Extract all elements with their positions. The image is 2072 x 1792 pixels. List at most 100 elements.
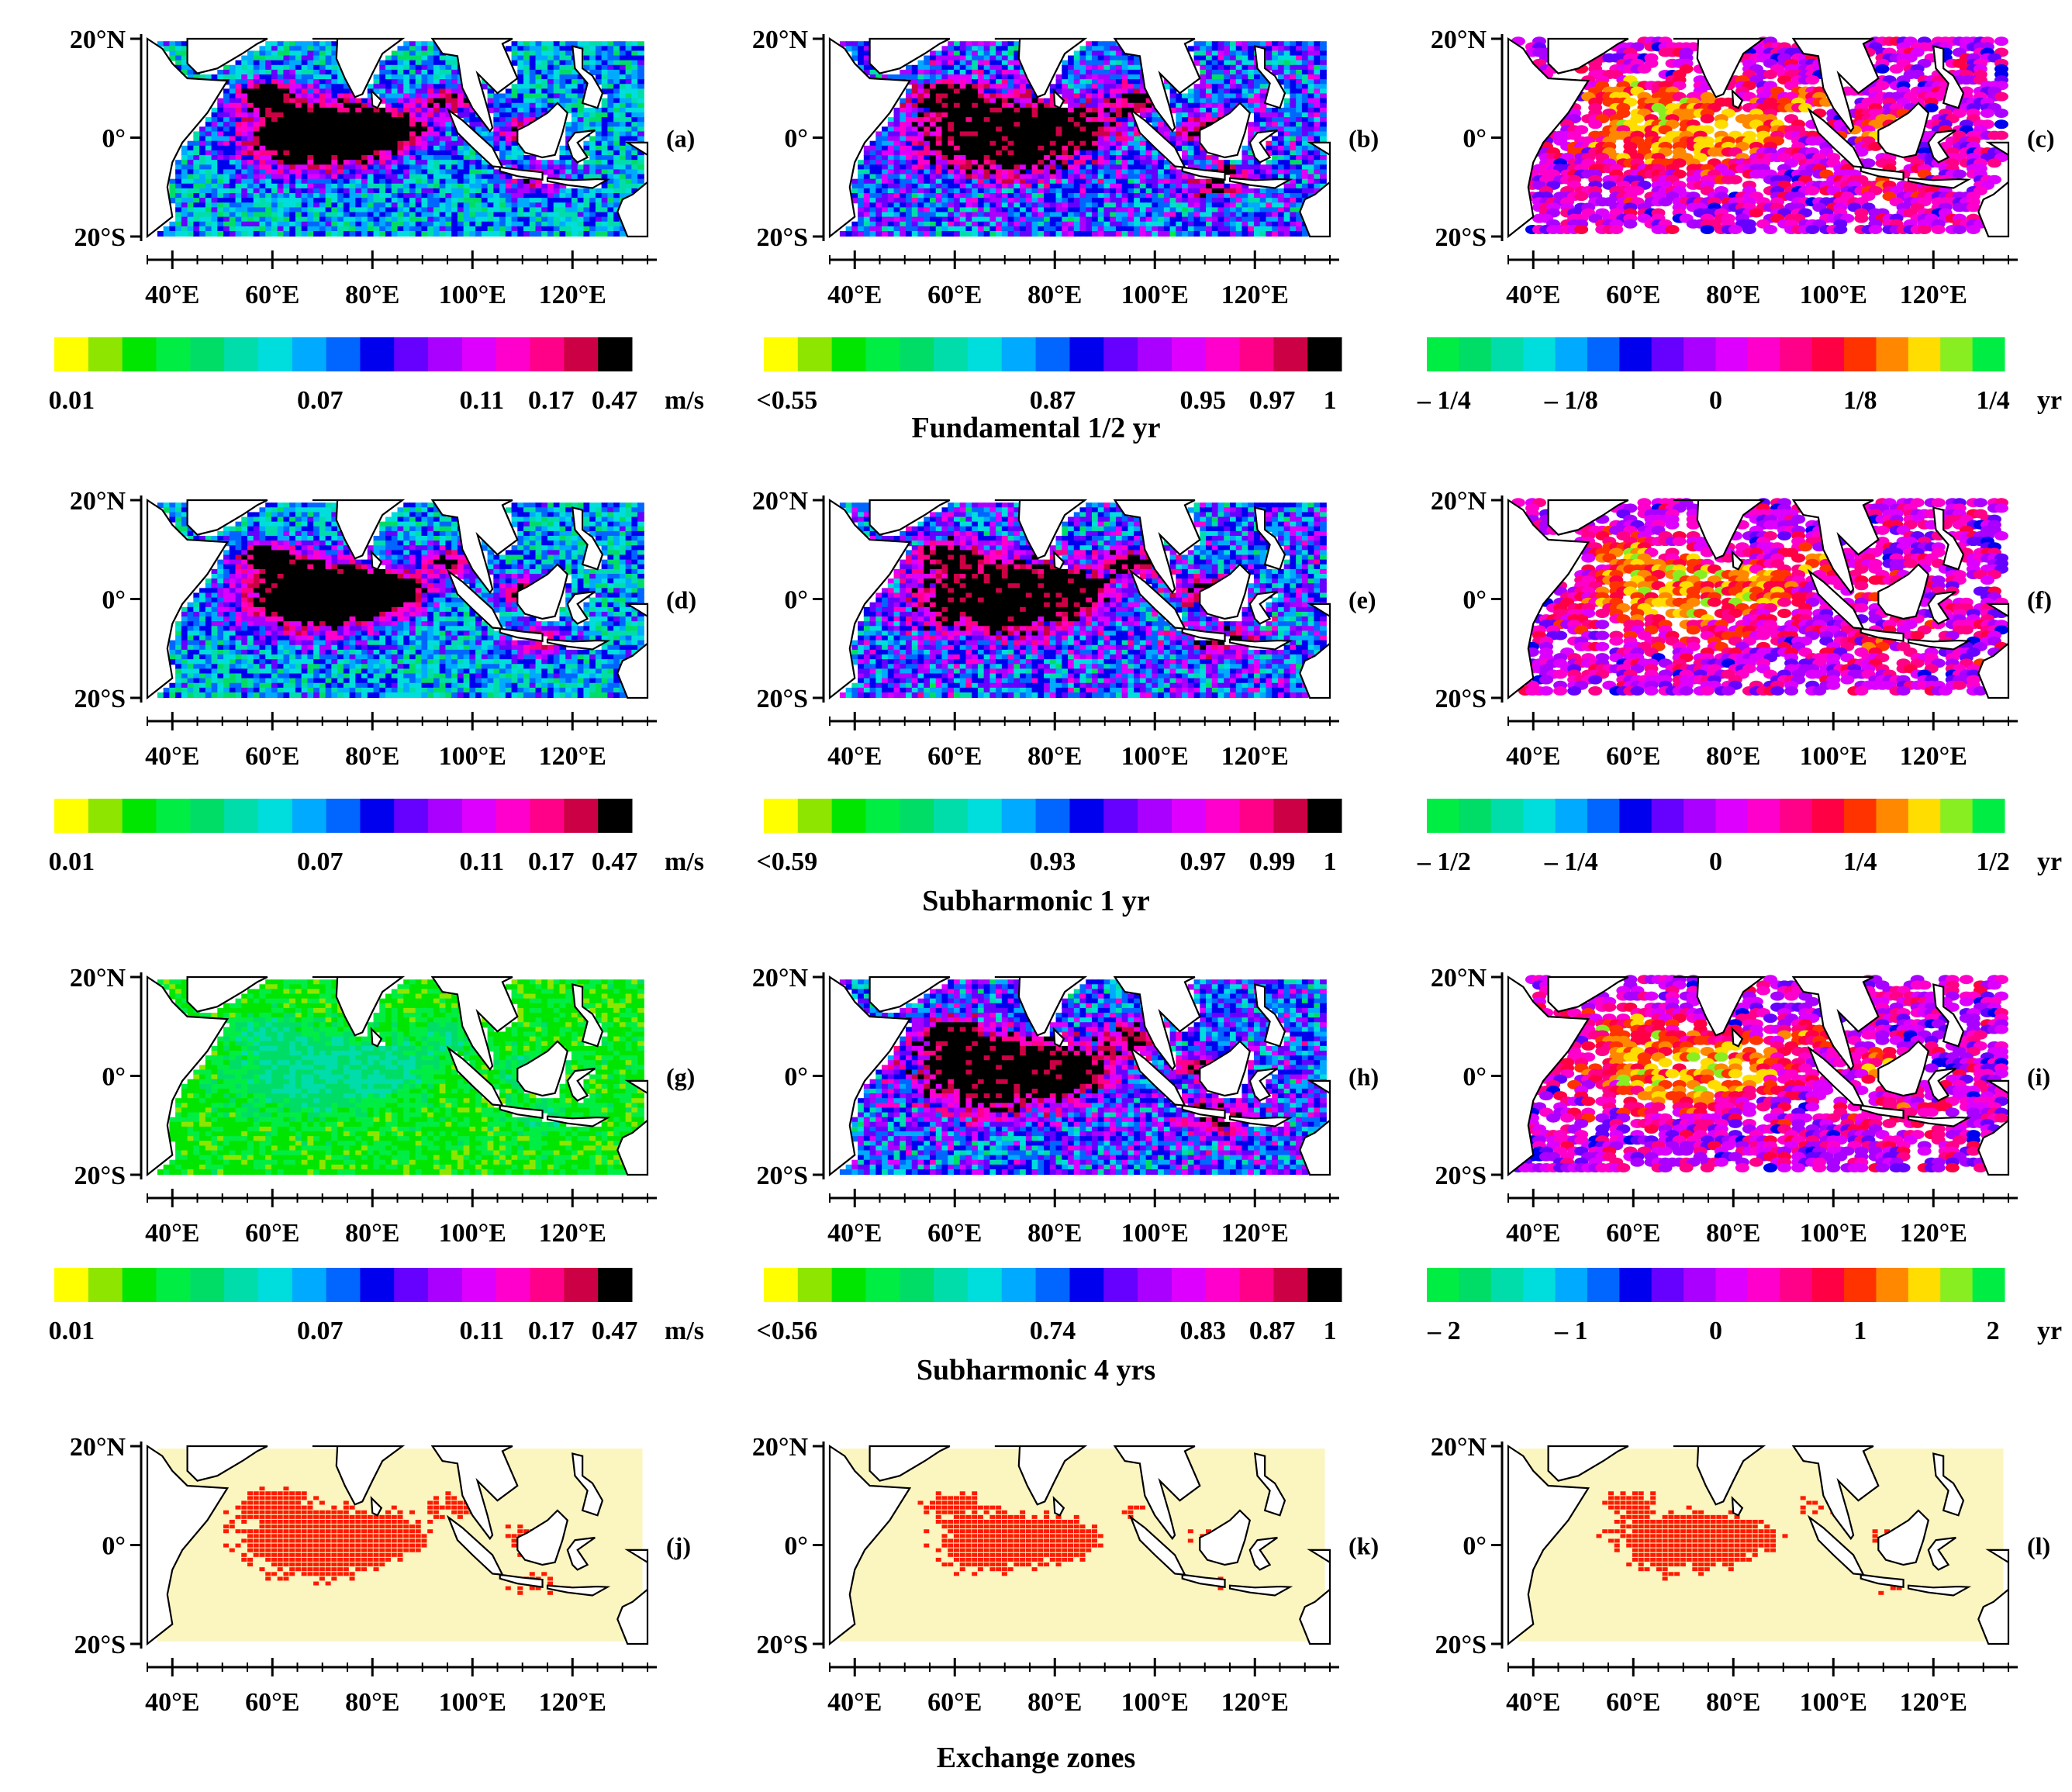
colorbar-swatch xyxy=(1651,1268,1684,1302)
lon-tick-label: 40°E xyxy=(1506,1219,1560,1248)
colorbar-swatch xyxy=(865,1268,900,1302)
lat-tick-label: 20°N xyxy=(70,26,126,54)
land-mass xyxy=(1877,1509,1930,1566)
lat-tick-label: 20°S xyxy=(74,1162,126,1190)
lon-tick-label: 100°E xyxy=(439,281,506,309)
land-mass xyxy=(1113,37,1201,133)
lon-tick-label: 80°E xyxy=(1027,1688,1082,1717)
land-mass xyxy=(1927,590,1956,625)
colorbar-swatch xyxy=(865,337,900,371)
map-panel-j: 20°N 0° 20°S 40°E 60°E 80°E 100°E 120°E (j) xyxy=(16,1423,691,1749)
lon-tick-label: 80°E xyxy=(1706,1219,1760,1248)
land-mass xyxy=(1299,1079,1331,1176)
colorbar-swatch xyxy=(1587,1268,1620,1302)
map-grid xyxy=(1518,1448,2004,1642)
colorbar-swatch xyxy=(530,337,565,371)
colorbar-swatch xyxy=(428,1268,463,1302)
colorbar-swatch xyxy=(1205,337,1241,371)
colorbar-swatch xyxy=(1069,337,1104,371)
colorbar-tick-label: 0 xyxy=(1709,848,1722,876)
lon-tick-label: 100°E xyxy=(439,1219,506,1248)
lon-tick-label: 60°E xyxy=(245,742,299,771)
colorbar-swatch xyxy=(1103,337,1138,371)
lat-tick-label: 0° xyxy=(1462,1063,1487,1092)
colorbar-swatch xyxy=(564,799,599,833)
colorbar-tick-label: 0.07 xyxy=(297,1317,344,1345)
colorbar-tick-label: – 1/4 xyxy=(1417,386,1471,415)
lon-tick-label: 40°E xyxy=(827,1688,882,1717)
row-title-exchange-zones: Exchange zones xyxy=(0,1741,2072,1775)
colorbar-swatch xyxy=(224,1268,259,1302)
land-mass xyxy=(1907,1584,1972,1597)
land-mass xyxy=(546,1115,611,1127)
lat-tick-label: 0° xyxy=(102,586,126,615)
lon-tick-label: 40°E xyxy=(145,1688,199,1717)
land-mass xyxy=(312,975,406,1037)
row-title-fundamental: Fundamental 1/2 yr xyxy=(0,411,2072,445)
land-mass xyxy=(1731,1496,1744,1517)
lon-tick-label: 120°E xyxy=(1900,742,1967,771)
land-mass xyxy=(516,102,569,159)
lon-tick-label: 60°E xyxy=(1606,1688,1660,1717)
colorbar-swatch xyxy=(360,337,395,371)
land-mass xyxy=(186,1445,268,1482)
lon-tick-label: 80°E xyxy=(345,1219,399,1248)
colorbar-swatch xyxy=(1715,799,1749,833)
colorbar-swatch xyxy=(598,337,633,371)
lon-tick-label: 40°E xyxy=(827,1219,882,1248)
land-mass xyxy=(1113,499,1201,595)
land-mass xyxy=(1791,499,1880,595)
land-mass xyxy=(1547,499,1629,536)
land-mass xyxy=(571,1452,604,1517)
lat-tick-label: 20°N xyxy=(70,487,126,516)
lat-tick-label: 20°N xyxy=(752,487,809,516)
lon-tick-label: 40°E xyxy=(145,742,199,771)
colorbar-swatch xyxy=(831,1268,866,1302)
lat-tick-label: 0° xyxy=(102,1063,126,1092)
colorbar-swatch xyxy=(292,337,327,371)
lat-tick-label: 20°S xyxy=(1435,685,1487,713)
colorbar-swatch xyxy=(1684,799,1716,833)
colorbar-swatch xyxy=(1908,799,1941,833)
colorbar-swatch xyxy=(257,799,293,833)
land-mass xyxy=(869,37,951,74)
map-grid xyxy=(839,502,1327,699)
colorbar-swatch xyxy=(1844,799,1877,833)
land-mass xyxy=(1113,1445,1201,1541)
colorbar-swatch xyxy=(1908,1268,1941,1302)
lat-tick-label: 20°S xyxy=(74,685,126,713)
colorbar-tick-label: 0.74 xyxy=(1030,1317,1076,1345)
colorbar-swatch xyxy=(1273,799,1308,833)
colorbar-swatch xyxy=(1651,799,1684,833)
land-mass xyxy=(566,1536,596,1571)
lon-tick-label: 120°E xyxy=(539,281,606,309)
lon-tick-label: 100°E xyxy=(1121,281,1189,309)
land-mass xyxy=(1907,177,1972,189)
colorbar-swatch xyxy=(292,799,327,833)
colorbar-tick-label: 0.97 xyxy=(1249,386,1296,415)
land-mass xyxy=(1507,1444,1590,1646)
land-mass xyxy=(1807,1514,1865,1576)
lat-tick-label: 20°S xyxy=(1435,223,1487,252)
lat-tick-label: 20°N xyxy=(1431,487,1487,516)
colorbar-swatch xyxy=(1069,1268,1104,1302)
colorbar-swatch xyxy=(156,1268,191,1302)
lon-tick-label: 40°E xyxy=(145,281,199,309)
colorbar-tick-label: – 1/8 xyxy=(1544,386,1598,415)
land-mass xyxy=(1199,102,1252,159)
colorbar-swatch xyxy=(360,799,395,833)
lon-tick-label: 100°E xyxy=(1121,742,1189,771)
lat-tick-label: 20°N xyxy=(1431,1433,1487,1462)
map-panel-h: 20°N 0° 20°S 40°E 60°E 80°E 100°E 120°E (h) xyxy=(698,954,1379,1279)
colorbar-swatch xyxy=(1940,337,1974,371)
colorbar-tick-label: 0.07 xyxy=(297,386,344,415)
land-mass xyxy=(1877,102,1930,159)
land-mass xyxy=(146,975,230,1177)
colorbar-swatch xyxy=(54,1268,89,1302)
colorbar-swatch xyxy=(1619,799,1652,833)
colorbar-swatch xyxy=(1307,1268,1342,1302)
land-mass xyxy=(1299,141,1331,238)
land-mass xyxy=(1860,1573,1905,1588)
lon-tick-label: 120°E xyxy=(1900,281,1967,309)
lat-tick-label: 20°S xyxy=(74,223,126,252)
